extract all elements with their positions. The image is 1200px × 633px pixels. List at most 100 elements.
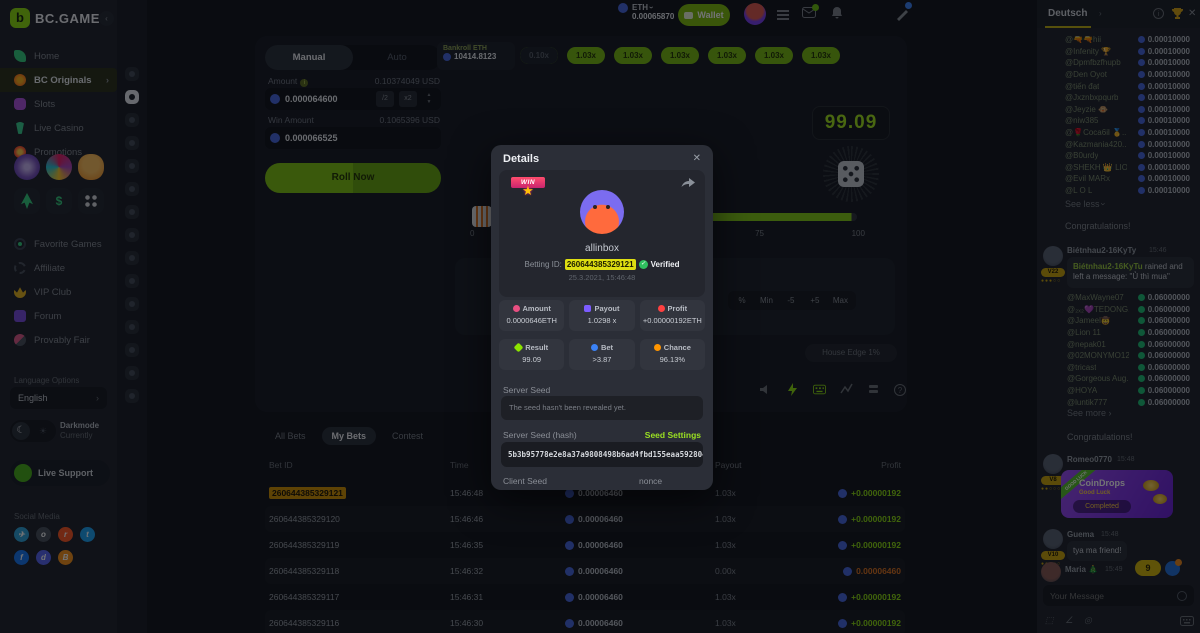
bet-row[interactable]: 260644385329120 15:46:46 0.00006460 1.03… (265, 506, 905, 532)
emoji-icon[interactable] (1177, 590, 1187, 601)
rain-recipient-name[interactable]: @niw385 (1065, 116, 1099, 126)
sidebar-item-slots[interactable]: Slots (0, 92, 117, 116)
rain-recipient-name[interactable]: @Lion 11 (1067, 328, 1101, 338)
sidebar-item-favorite-games[interactable]: Favorite Games (0, 232, 117, 256)
chat-count-pill[interactable]: 9 (1135, 560, 1161, 576)
rain-recipient-name[interactable]: @₂ₓ₂💜TEDONG.. (1067, 304, 1129, 314)
rain-recipient-name[interactable]: @🔫🔫hii (1065, 35, 1102, 45)
game-cup-icon[interactable] (125, 182, 139, 196)
coin-tip-icon[interactable]: ◎ (1084, 615, 1092, 625)
chat-close-icon[interactable]: ✕ (1188, 8, 1197, 19)
language-select[interactable]: English › (10, 387, 107, 409)
rain-recipient-name[interactable]: @tiến đạt (1065, 81, 1100, 91)
multiplier-pill[interactable]: 1.03x (708, 47, 746, 64)
sidebar-item-forum[interactable]: Forum (0, 304, 117, 328)
sound-icon[interactable] (759, 383, 772, 396)
rain-recipient-name[interactable]: @Evil MARx (1065, 174, 1111, 184)
sidebar-collapse-button[interactable]: ‹ (99, 11, 114, 26)
chance-button[interactable]: Max (832, 296, 849, 305)
darkmode-toggle[interactable]: ☾ ☀ (10, 420, 56, 442)
bet-row[interactable]: 260644385329119 15:46:35 0.00006460 1.03… (265, 532, 905, 558)
user-avatar[interactable] (744, 3, 766, 25)
keyboard-icon[interactable] (1180, 616, 1194, 626)
turbo-icon[interactable] (786, 383, 799, 396)
rain-user-link[interactable]: Biétnhau2-16KyTu (1073, 262, 1143, 271)
game-tile-wheel[interactable] (46, 154, 72, 180)
live-support-button[interactable]: Live Support (10, 460, 110, 486)
tab-my-bets[interactable]: My Bets (321, 427, 377, 445)
game-clover-icon[interactable] (125, 297, 139, 311)
tab-auto[interactable]: Auto (387, 52, 407, 63)
coindrops-completed-button[interactable]: Completed (1073, 500, 1131, 513)
stats-icon[interactable] (840, 383, 853, 396)
bitcointalk-icon[interactable]: B (58, 550, 73, 565)
bet-slider-handle[interactable] (472, 206, 492, 227)
reddit-icon[interactable]: r (58, 527, 73, 542)
game-tower-icon[interactable] (125, 366, 139, 380)
game-tile-cashout[interactable]: $ (46, 188, 72, 214)
game-ball-icon[interactable] (125, 228, 139, 242)
rain-recipient-name[interactable]: @B0urdy (1065, 151, 1099, 161)
server-seed-hash-box[interactable]: 5b3b95778e2e8a37a9808498b6ad4fbd155eaa59… (501, 442, 703, 467)
game-dice-icon[interactable] (125, 90, 139, 104)
amount-input[interactable] (285, 94, 355, 104)
chat-message-input[interactable] (1050, 590, 1177, 601)
seeds-icon[interactable] (867, 383, 880, 396)
double-button[interactable]: x2 (399, 91, 417, 107)
rain-recipient-name[interactable]: @luntik777 (1067, 397, 1108, 407)
game-limbo-icon[interactable] (125, 205, 139, 219)
chat-language-tab[interactable]: Deutsch (1048, 8, 1088, 19)
bell-icon[interactable] (831, 6, 843, 19)
chat-username[interactable]: Romeo0770 (1067, 455, 1112, 464)
trophy-icon[interactable] (1171, 7, 1184, 20)
odnoklassniki-icon[interactable]: o (36, 527, 51, 542)
multiplier-pill[interactable]: 1.03x (755, 47, 793, 64)
chat-username[interactable]: Maria 🎄 (1065, 565, 1099, 574)
rain-recipient-name[interactable]: @tricast (1067, 362, 1097, 372)
facebook-icon[interactable]: f (14, 550, 29, 565)
multiplier-pill[interactable]: 1.03x (802, 47, 840, 64)
chat-username[interactable]: Biétnhau2-16KyTy (1067, 246, 1137, 255)
game-hilo-icon[interactable] (125, 274, 139, 288)
rain-recipient-name[interactable]: @Dpmfbzfhupb (1065, 58, 1121, 68)
see-more-link[interactable]: See more › (1067, 408, 1112, 418)
menu-icon[interactable] (777, 10, 789, 12)
avatar[interactable] (1043, 529, 1063, 549)
chat-username[interactable]: Guema (1067, 530, 1095, 539)
rain-recipient-name[interactable]: @L O L (1065, 186, 1093, 196)
twitter-icon[interactable]: t (80, 527, 95, 542)
betting-id-value[interactable]: 260644385329121 (564, 259, 636, 270)
win-amount-input[interactable] (285, 133, 355, 143)
brand-logo[interactable]: BC.GAME (10, 8, 100, 28)
sidebar-item-vip-club[interactable]: VIP Club (0, 280, 117, 304)
game-gems-icon[interactable] (125, 159, 139, 173)
rain-recipient-name[interactable]: @SHEKH 👑 LION.. (1065, 162, 1127, 172)
roll-now-button[interactable]: Roll Now (265, 163, 441, 193)
bet-id[interactable]: 260644385329117 (269, 592, 340, 602)
rain-recipient-name[interactable]: @Jxznbxpqurb (1065, 93, 1119, 103)
chance-button[interactable]: -5 (787, 296, 795, 305)
see-less-link[interactable]: See less › (1065, 199, 1109, 209)
seed-settings-link[interactable]: Seed Settings (644, 430, 701, 440)
tab-manual[interactable]: Manual (265, 45, 353, 70)
multiplier-pill[interactable]: 1.03x (520, 47, 558, 64)
rain-recipient-name[interactable]: @MaxWayne07 (1067, 293, 1124, 303)
chat-rules-icon[interactable]: i (1153, 8, 1164, 19)
rain-recipient-name[interactable]: @HOYA (1067, 386, 1098, 396)
sidebar-item-live-casino[interactable]: Live Casino (0, 116, 117, 140)
avatar[interactable] (1043, 246, 1063, 266)
hotkeys-icon[interactable] (813, 383, 826, 396)
game-tile-hamster[interactable] (78, 154, 104, 180)
bet-id[interactable]: 260644385329118 (269, 566, 340, 576)
tab-contest[interactable]: Contest (392, 431, 424, 441)
sidebar-item-provably-fair[interactable]: Provably Fair (0, 328, 117, 352)
pencil-icon[interactable]: ∠ (1065, 615, 1074, 625)
game-tile-keno[interactable] (78, 188, 104, 214)
rain-recipient-name[interactable]: @Gorgeous Aug.. (1067, 374, 1129, 384)
share-icon[interactable] (681, 178, 695, 190)
half-button[interactable]: /2 (376, 91, 394, 107)
modal-close-icon[interactable]: ✕ (692, 153, 701, 164)
game-plinko-icon[interactable] (125, 251, 139, 265)
avatar[interactable] (1043, 454, 1063, 474)
chance-button[interactable]: +5 (810, 296, 820, 305)
